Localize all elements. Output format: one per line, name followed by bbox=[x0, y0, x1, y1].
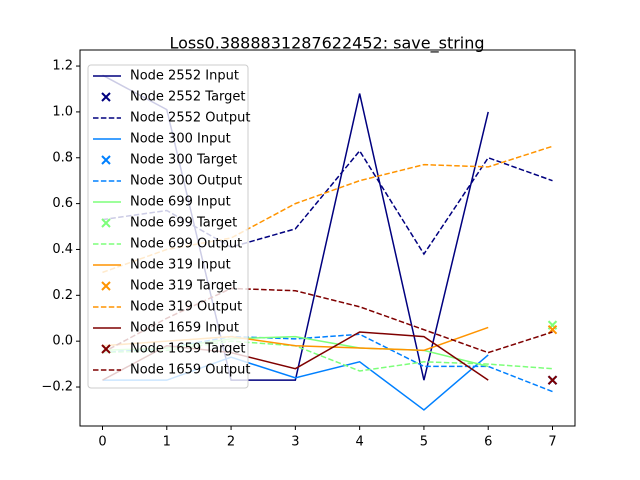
target-marker bbox=[547, 375, 558, 385]
y-tick-label: 0.6 bbox=[52, 196, 73, 211]
legend-label: Node 300 Output bbox=[130, 174, 242, 189]
legend-label: Node 699 Output bbox=[130, 237, 242, 252]
marker-cross bbox=[101, 155, 111, 165]
x-tick-label: 5 bbox=[420, 435, 428, 450]
y-tick-label: 1.0 bbox=[52, 104, 73, 119]
y-tick-label: 0.4 bbox=[52, 242, 73, 257]
x-tick-label: 6 bbox=[484, 435, 492, 450]
legend-label: Node 699 Target bbox=[130, 216, 237, 231]
marker-cross bbox=[101, 92, 111, 102]
marker-cross bbox=[547, 375, 558, 385]
legend-marker bbox=[101, 344, 111, 354]
legend-label: Node 2552 Output bbox=[130, 111, 250, 126]
legend-label: Node 699 Input bbox=[130, 195, 231, 210]
marker-cross bbox=[101, 344, 111, 354]
y-tick-label: 0.0 bbox=[52, 334, 73, 349]
y-tick-label: 0.2 bbox=[52, 288, 73, 303]
x-tick-label: 4 bbox=[356, 435, 364, 450]
legend: Node 2552 Input Node 2552 Target Node 2552… bbox=[87, 64, 250, 389]
x-tick-label: 3 bbox=[291, 435, 299, 450]
axes-frame bbox=[79, 49, 576, 427]
legend-label: Node 2552 Target bbox=[130, 90, 246, 105]
legend-label: Node 319 Output bbox=[130, 300, 242, 315]
series-line bbox=[102, 287, 553, 354]
legend-marker bbox=[101, 155, 111, 165]
legend-marker bbox=[101, 281, 111, 291]
legend-marker bbox=[101, 92, 111, 102]
legend-box bbox=[87, 64, 249, 389]
legend-label: Node 319 Target bbox=[130, 279, 237, 294]
legend-label: Node 1659 Target bbox=[130, 342, 246, 357]
x-tick-label: 0 bbox=[98, 435, 106, 450]
legend-label: Node 300 Input bbox=[130, 132, 231, 147]
y-tick-label: 0.8 bbox=[52, 150, 73, 165]
legend-label: Node 2552 Input bbox=[130, 69, 239, 84]
marker-cross bbox=[101, 281, 111, 291]
legend-marker bbox=[101, 218, 111, 228]
marker-cross bbox=[101, 218, 111, 228]
y-tick-label: −0.2 bbox=[41, 380, 73, 395]
legend-label: Node 300 Target bbox=[130, 153, 237, 168]
legend-label: Node 1659 Input bbox=[130, 321, 239, 336]
legend-label: Node 319 Input bbox=[130, 258, 231, 273]
x-tick-label: 1 bbox=[163, 435, 171, 450]
x-tick-label: 2 bbox=[227, 435, 235, 450]
legend-label: Node 1659 Output bbox=[130, 363, 250, 378]
x-tick-label: 7 bbox=[548, 435, 556, 450]
y-tick-label: 1.2 bbox=[52, 59, 73, 74]
chart-title: Loss0.3888831287622452: save_string bbox=[169, 34, 484, 54]
series-line bbox=[102, 149, 553, 256]
